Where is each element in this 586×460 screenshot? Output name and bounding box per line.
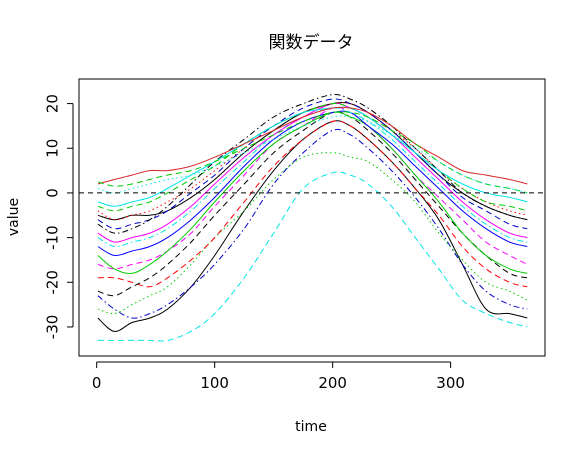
series-line-6 [97, 111, 528, 297]
y-axis: -30 -20 -10 0 10 20 [44, 94, 74, 339]
x-axis: 0 100 200 300 [92, 361, 465, 392]
series-line-8 [97, 111, 528, 274]
x-tick-label: 200 [318, 374, 347, 392]
chart-title: 関数データ [269, 32, 354, 53]
series-line-11 [97, 102, 528, 243]
x-tick-label: 100 [200, 374, 229, 392]
series-line-15 [97, 102, 528, 212]
series-line-4 [97, 152, 528, 315]
y-tick-label: -10 [44, 225, 62, 250]
y-tick-label: -20 [44, 270, 62, 295]
series-layer [97, 94, 528, 342]
y-tick-label: 20 [44, 94, 62, 113]
series-line-5 [97, 120, 528, 288]
series-line-2 [97, 120, 528, 332]
y-tick-label: -30 [44, 315, 62, 340]
series-line-18 [97, 106, 528, 185]
x-tick-label: 300 [436, 374, 465, 392]
y-tick-label: 10 [44, 139, 62, 158]
series-line-10 [97, 107, 528, 248]
series-line-1 [97, 171, 528, 342]
x-tick-label: 0 [92, 374, 102, 392]
series-line-3 [97, 128, 528, 319]
plot-frame [78, 78, 546, 357]
x-axis-label: time [295, 419, 327, 435]
series-line-16 [97, 94, 528, 234]
y-tick-label: 0 [44, 188, 62, 198]
y-axis-label: value [6, 198, 22, 236]
series-line-7 [97, 106, 528, 270]
series-line-17 [97, 106, 528, 207]
series-line-14 [97, 98, 528, 230]
series-line-20 [97, 115, 528, 194]
series-line-12 [97, 101, 528, 221]
